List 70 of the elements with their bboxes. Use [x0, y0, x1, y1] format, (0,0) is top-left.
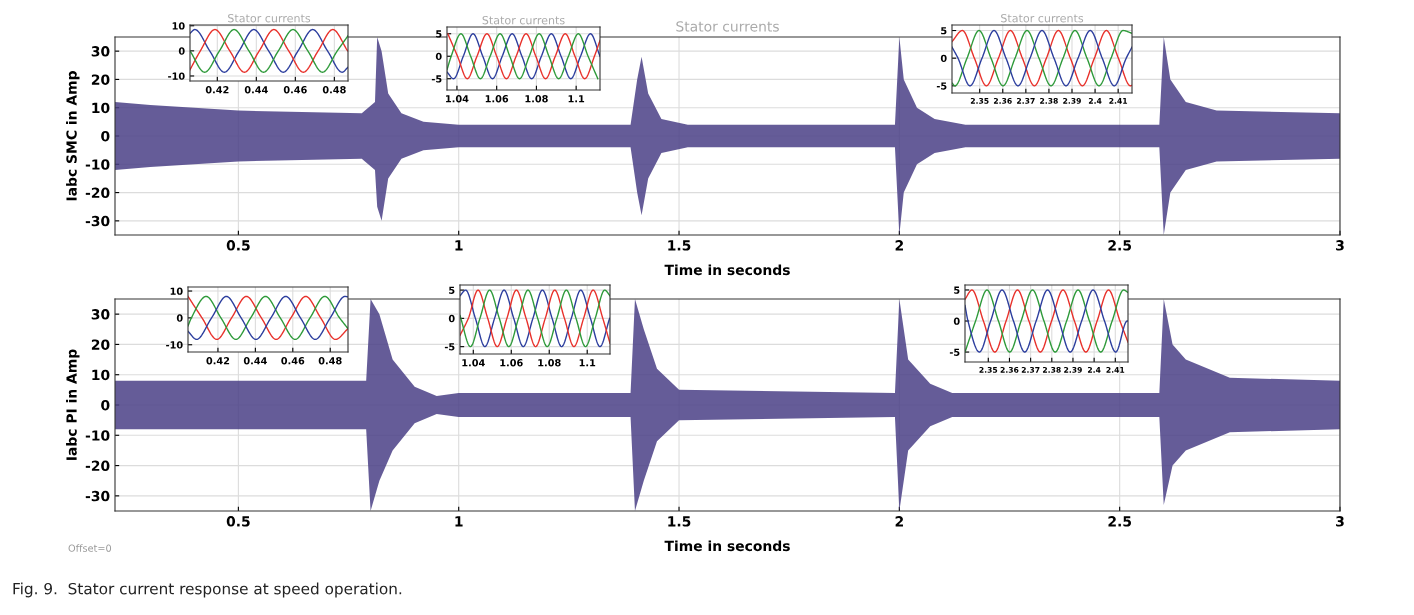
y-tick-label: -10	[85, 430, 110, 441]
y-tick-label: -20	[85, 187, 110, 199]
x-tick-label: 2.5	[1108, 516, 1132, 527]
x-tick-label: 1.5	[668, 240, 691, 251]
y-tick-label: 0	[101, 130, 110, 142]
y-tick-label: 10	[170, 287, 183, 295]
y-tick-label: -30	[85, 490, 110, 502]
y-tick-label: 10	[92, 102, 110, 114]
x-tick-label: 1	[455, 240, 463, 251]
y-tick-label: -10	[166, 341, 183, 349]
x-tick-label: 0.5	[226, 516, 250, 527]
y-tick-label: -5	[444, 343, 455, 351]
y-tick-label: 0	[435, 52, 442, 61]
chart-title: Stator currents	[1001, 13, 1084, 23]
x-tick-label: 2.5	[1108, 240, 1132, 251]
y-tick-label: 0	[940, 54, 947, 62]
y-tick-label: 10	[172, 22, 185, 30]
x-tick-label: 0.46	[283, 86, 307, 94]
y-tick-label: -10	[85, 159, 110, 170]
x-tick-label: 1.06	[485, 95, 509, 103]
x-tick-label: 1.08	[538, 359, 561, 367]
x-tick-label: 1.04	[446, 95, 469, 103]
y-axis-title: Iabc SMC in Amp	[66, 71, 80, 201]
y-tick-label: -30	[85, 215, 110, 227]
x-tick-label: 0.46	[281, 357, 305, 365]
x-tick-label: 1	[455, 516, 463, 527]
x-tick-label: 1.5	[668, 516, 691, 527]
y-tick-label: -20	[85, 460, 110, 472]
x-tick-label: 0.48	[322, 86, 346, 94]
caption: Fig. 9. Stator current response at speed operation.	[13, 582, 402, 598]
y-tick-label: 5	[954, 286, 960, 294]
x-tick-label: 0.42	[205, 86, 229, 94]
x-tick-label: 0.48	[318, 357, 342, 365]
y-tick-label: 5	[449, 286, 455, 294]
x-axis-title: Time in seconds	[664, 540, 790, 552]
y-tick-label: 10	[92, 369, 110, 381]
chart-title: Stator currents	[676, 21, 779, 32]
x-tick-label: 1.1	[568, 95, 585, 103]
y-tick-label: 0	[176, 314, 183, 322]
y-tick-label: 5	[436, 30, 442, 38]
y-tick-label: 20	[91, 339, 110, 350]
x-tick-label: 2	[895, 240, 903, 251]
y-tick-label: -5	[949, 348, 960, 356]
y-tick-label: 0	[953, 317, 960, 325]
x-tick-label: 2	[895, 516, 903, 527]
x-tick-label: 1.1	[579, 359, 596, 367]
y-axis-title: Iabc PI in Amp	[66, 349, 80, 460]
x-tick-label: 3	[1336, 240, 1344, 251]
x-tick-label: 0.44	[243, 357, 267, 365]
x-tick-label: 3	[1336, 516, 1344, 527]
y-tick-label: 5	[941, 27, 947, 35]
text: Offset=0	[68, 544, 112, 552]
x-tick-label: 0.44	[244, 86, 268, 94]
x-tick-label: 1.06	[500, 359, 523, 367]
chart-title: Stator currents	[228, 13, 311, 23]
y-tick-label: 30	[91, 309, 110, 320]
y-tick-label: 0	[448, 314, 455, 323]
y-tick-label: -10	[168, 72, 185, 80]
y-tick-label: 30	[91, 46, 110, 57]
x-axis-title: Time in seconds	[664, 264, 790, 276]
x-tick-label: 0.42	[206, 357, 230, 365]
y-tick-label: -5	[431, 75, 442, 83]
x-tick-label: 1.04	[462, 359, 485, 367]
chart-title: Stator currents	[482, 15, 565, 25]
y-tick-label: -5	[936, 82, 947, 90]
y-tick-label: 0	[178, 47, 185, 55]
y-tick-label: 20	[91, 74, 110, 85]
x-tick-label: 1.08	[525, 95, 548, 103]
x-tick-label: 0.5	[226, 240, 250, 251]
y-tick-label: 0	[101, 399, 110, 411]
